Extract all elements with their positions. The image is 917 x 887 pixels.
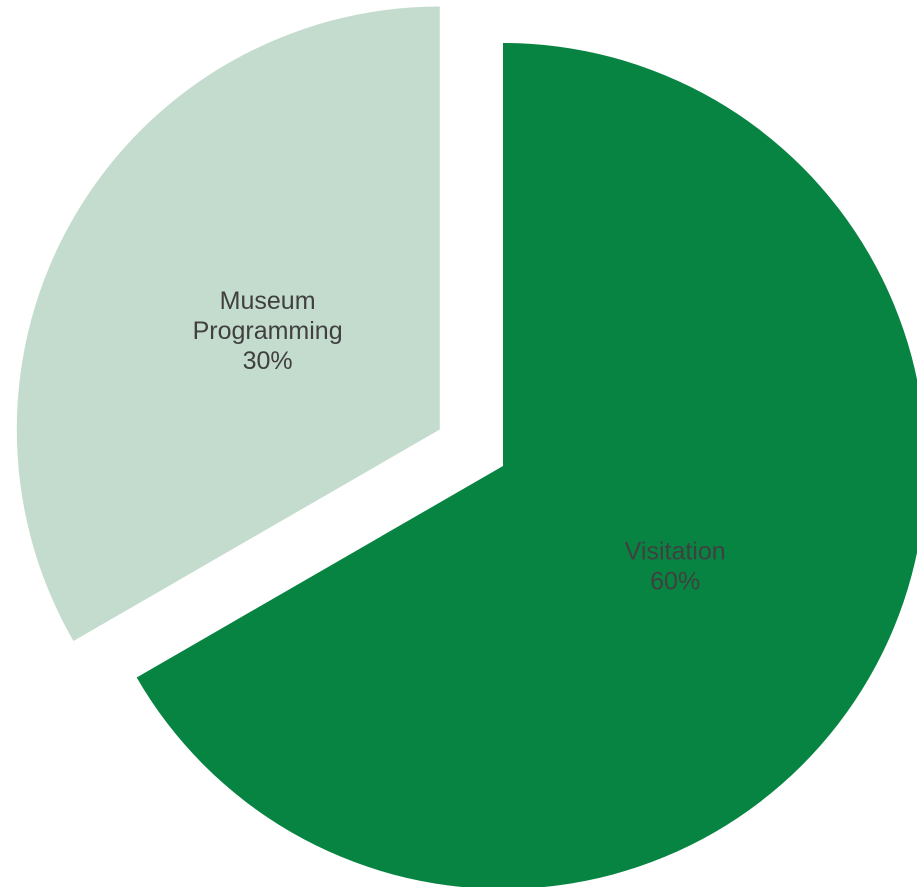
slice-label-visitation: Visitation 60% (625, 537, 726, 595)
slice-category-label: Museum (220, 287, 316, 315)
slice-category-label: Programming (193, 317, 343, 345)
pie-slice-visitation (136, 43, 917, 887)
pie-labels: Visitation 60% Museum Programming 30% (193, 287, 726, 595)
slice-value-label: 60% (650, 567, 700, 595)
pie-slices (16, 6, 917, 887)
slice-value-label: 30% (243, 347, 293, 375)
pie-slice-museum-programming (16, 6, 440, 641)
slice-category-label: Visitation (625, 537, 726, 565)
slice-label-museum-programming: Museum Programming 30% (193, 287, 343, 375)
